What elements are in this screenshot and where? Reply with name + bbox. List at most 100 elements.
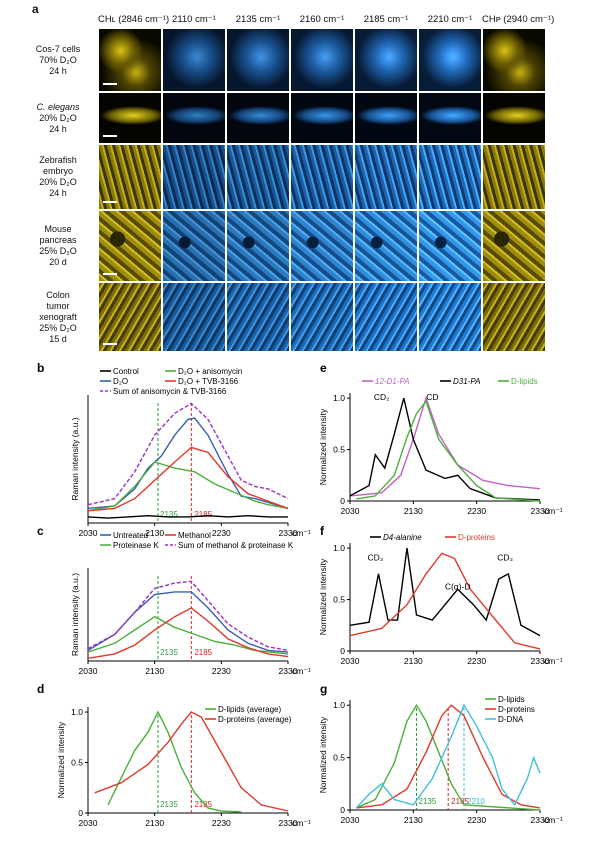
image-tile-r4-c4 [355,283,417,351]
x-tick-label: 2230 [212,818,231,828]
series-line-1 [349,552,541,650]
legend-label-0: D-lipids [498,695,525,704]
x-tick-label: 2130 [145,818,164,828]
x-tick-label: 2230 [212,666,231,676]
legend-label-0: Untreated [113,531,148,540]
image-tile-r3-c2 [227,211,289,281]
x-tick-label: 2130 [404,815,423,825]
y-tick-label: 1.0 [71,707,83,717]
panel-b-label: b [37,361,44,375]
series-line-3 [87,580,289,652]
image-tile-r1-c1 [163,93,225,143]
y-axis-label: Normalized intensity [318,408,328,485]
marker-label-2185: 2185 [451,797,469,806]
scale-bar [103,273,117,275]
x-tick-label: 2230 [212,528,231,538]
x-tick-label: 2230 [467,815,486,825]
y-tick-label: 1.0 [333,393,345,403]
image-tile-r4-c1 [163,283,225,351]
annotation-2: C(α)-D [445,581,471,591]
x-unit-label: cm⁻¹ [292,528,311,538]
image-tile-r3-c3 [291,211,353,281]
image-tile-r4-c6 [483,283,545,351]
legend-label-1: D-proteins (average) [218,715,292,724]
image-tile-r1-c2 [227,93,289,143]
marker-label-2135: 2135 [419,797,437,806]
series-line-1 [87,615,289,655]
image-tile-r1-c3 [291,93,353,143]
x-tick-label: 2230 [467,656,486,666]
column-header-6: CHᴘ (2940 cm⁻¹) [482,14,555,25]
legend-label-4: Sum of anisomycin & TVB-3166 [113,387,227,396]
image-tile-r3-c1 [163,211,225,281]
legend-label-2: D-DNA [498,715,524,724]
x-tick-label: 2030 [341,656,360,666]
panel-a-label: a [32,2,39,16]
scale-bar [103,201,117,203]
image-tile-r1-c4 [355,93,417,143]
annotation-0: CD₃ [367,552,383,562]
annotation-1: CD [426,392,438,402]
image-tile-r1-c5 [419,93,481,143]
image-tile-r0-c1 [163,29,225,91]
image-tile-r2-c3 [291,145,353,209]
x-tick-label: 2330 [279,528,298,538]
y-tick-label: 0.5 [333,753,345,763]
marker-label-2185: 2185 [194,648,212,657]
image-tile-r3-c6 [483,211,545,281]
image-tile-r2-c6 [483,145,545,209]
series-line-4 [87,402,289,506]
x-tick-label: 2330 [531,506,550,516]
legend-label-1: Proteinase K [113,541,159,550]
legend-label-3: Sum of methanol & proteinase K [178,541,294,550]
panel-f-label: f [320,524,325,538]
image-tile-r0-c6 [483,29,545,91]
panel-g-label: g [320,682,327,696]
column-header-5: 2210 cm⁻¹ [427,14,473,25]
image-tile-r4-c2 [227,283,289,351]
column-header-4: 2185 cm⁻¹ [363,14,409,25]
image-tile-r4-c0 [99,283,161,351]
legend-label-1: D₂O [113,377,128,386]
image-tile-r3-c5 [419,211,481,281]
legend-label-0: D-lipids (average) [218,705,281,714]
marker-label-2210: 2210 [467,797,485,806]
row-label-3: Mouse pancreas 25% D₂O 20 d [39,224,77,267]
x-tick-label: 2030 [79,666,98,676]
y-axis-label: Raman intensity (a.u.) [70,573,80,656]
scale-bar [103,135,117,137]
panel-e-label: e [320,361,327,375]
legend-label-0: D4-alanine [383,533,422,542]
legend-label-3: D₂O + TVB-3166 [178,377,239,386]
x-tick-label: 2330 [531,656,550,666]
x-unit-label: cm⁻¹ [544,656,563,666]
x-tick-label: 2130 [404,656,423,666]
x-unit-label: cm⁻¹ [544,815,563,825]
y-tick-label: 0.5 [71,758,83,768]
series-line-0 [107,710,242,813]
image-tile-r2-c1 [163,145,225,209]
y-tick-label: 0 [340,646,345,656]
series-line-3 [87,446,289,512]
legend-label-1: D-proteins [498,705,535,714]
x-tick-label: 2230 [467,506,486,516]
marker-label-2185: 2185 [194,510,212,519]
series-line-0 [356,703,541,811]
y-axis-label: Normalized intensity [318,716,328,793]
y-axis-label: Normalized intensity [318,558,328,635]
legend-label-0: 12-D1-PA [375,377,410,386]
y-tick-label: 0.5 [333,595,345,605]
y-axis-label: Raman intensity (a.u.) [70,417,80,500]
x-unit-label: cm⁻¹ [292,818,311,828]
image-tile-r2-c0 [99,145,161,209]
series-line-0 [87,591,289,653]
image-tile-r1-c0 [99,93,161,143]
series-line-2 [87,461,289,512]
image-tile-r4-c5 [419,283,481,351]
row-label-2: Zebrafish embryo 20% D₂O 24 h [39,155,77,198]
series-line-0 [87,514,288,519]
x-tick-label: 2330 [531,815,550,825]
